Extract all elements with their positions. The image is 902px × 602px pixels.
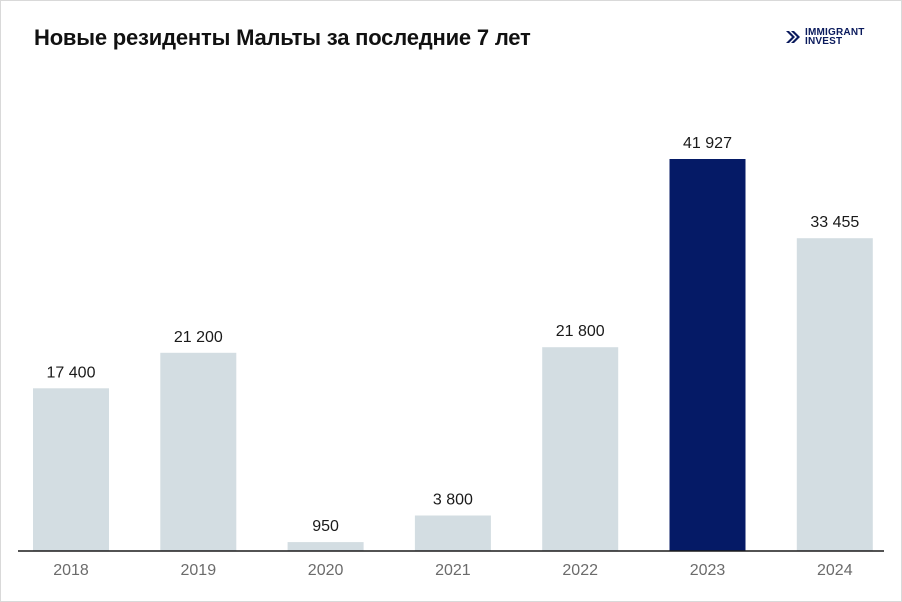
x-tick-2021: 2021	[435, 562, 471, 579]
data-label-2022: 21 800	[556, 323, 605, 340]
bar-2024	[796, 238, 873, 551]
bar-2019	[160, 352, 237, 551]
bar-2020	[287, 542, 364, 551]
data-label-2021: 3 800	[433, 492, 473, 509]
data-label-2024: 33 455	[810, 214, 859, 231]
x-tick-2020: 2020	[308, 562, 344, 579]
x-tick-2018: 2018	[53, 562, 89, 579]
x-tick-2022: 2022	[562, 562, 598, 579]
bar-2018	[33, 388, 109, 551]
x-tick-2019: 2019	[181, 562, 217, 579]
bar-2023	[669, 159, 746, 551]
chart-title: Новые резиденты Мальты за последние 7 ле…	[34, 25, 531, 50]
data-label-2023: 41 927	[683, 135, 732, 152]
data-label-2018: 17 400	[47, 364, 96, 381]
brand-logo: IMMIGRANT INVEST	[785, 27, 865, 47]
logo-line-2: INVEST	[805, 36, 843, 47]
bar-2022	[542, 347, 619, 551]
logo-line-1: IMMIGRANT	[805, 27, 865, 38]
brand-chevron-icon	[786, 31, 800, 43]
x-tick-2023: 2023	[690, 562, 726, 579]
data-label-2020: 950	[312, 518, 339, 535]
x-tick-2024: 2024	[817, 562, 853, 579]
bar-2021	[414, 515, 491, 551]
data-label-2019: 21 200	[174, 329, 223, 346]
